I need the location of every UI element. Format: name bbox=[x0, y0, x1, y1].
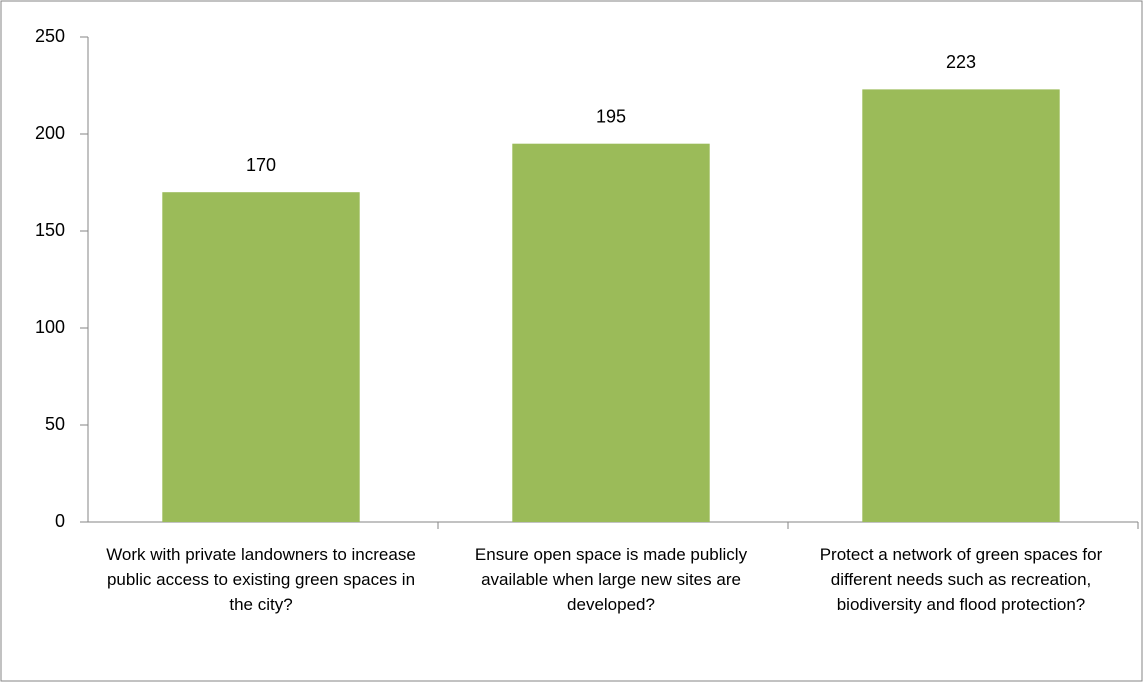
data-label: 170 bbox=[246, 155, 276, 175]
y-tick-label: 250 bbox=[35, 26, 65, 46]
y-tick-label: 100 bbox=[35, 317, 65, 337]
data-label: 223 bbox=[946, 52, 976, 72]
data-label: 195 bbox=[596, 106, 626, 126]
bar bbox=[862, 89, 1060, 522]
bar bbox=[162, 192, 360, 522]
y-tick-label: 0 bbox=[55, 511, 65, 531]
y-tick-label: 200 bbox=[35, 123, 65, 143]
x-tick-label: Protect a network of green spaces for di… bbox=[819, 545, 1103, 614]
x-tick-label: Ensure open space is made publicly avail… bbox=[474, 545, 748, 614]
x-tick-label: Work with private landowners to increase… bbox=[106, 545, 416, 614]
y-tick-label: 150 bbox=[35, 220, 65, 240]
bar bbox=[512, 143, 710, 522]
y-tick-label: 50 bbox=[45, 414, 65, 434]
